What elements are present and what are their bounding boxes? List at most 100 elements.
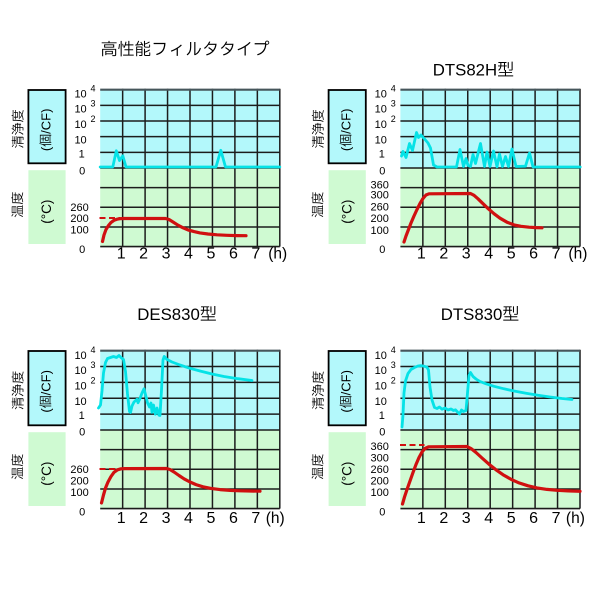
svg-text:5: 5 bbox=[507, 246, 516, 263]
svg-text:/CF): /CF) bbox=[38, 109, 53, 134]
svg-text:10: 10 bbox=[375, 89, 387, 101]
svg-text:100: 100 bbox=[371, 225, 389, 237]
svg-text:10: 10 bbox=[74, 135, 86, 147]
svg-text:10: 10 bbox=[74, 89, 86, 101]
svg-text:(: ( bbox=[38, 408, 53, 413]
svg-text:5: 5 bbox=[507, 510, 516, 527]
svg-text:2: 2 bbox=[139, 510, 148, 527]
svg-text:1: 1 bbox=[417, 246, 426, 263]
svg-text:0: 0 bbox=[79, 427, 85, 439]
svg-text:1: 1 bbox=[379, 149, 385, 161]
svg-text:3: 3 bbox=[462, 510, 471, 527]
svg-text:7: 7 bbox=[552, 246, 561, 263]
svg-text:1: 1 bbox=[79, 410, 85, 422]
svg-text:6: 6 bbox=[529, 246, 538, 263]
svg-text:100: 100 bbox=[371, 487, 389, 499]
svg-text:300: 300 bbox=[371, 453, 389, 465]
svg-text:0: 0 bbox=[79, 506, 85, 518]
svg-text:(°C): (°C) bbox=[339, 462, 354, 486]
svg-text:4: 4 bbox=[91, 345, 96, 355]
svg-text:360: 360 bbox=[371, 441, 389, 453]
svg-text:200: 200 bbox=[371, 213, 389, 225]
svg-text:260: 260 bbox=[70, 464, 88, 476]
svg-text:260: 260 bbox=[371, 464, 389, 476]
svg-text:6: 6 bbox=[529, 510, 538, 527]
svg-text:0: 0 bbox=[379, 427, 385, 439]
svg-text:3: 3 bbox=[391, 98, 396, 108]
svg-text:(: ( bbox=[339, 146, 354, 151]
svg-text:4: 4 bbox=[184, 510, 193, 527]
svg-text:7: 7 bbox=[251, 246, 260, 263]
svg-text:260: 260 bbox=[371, 201, 389, 213]
svg-text:(: ( bbox=[38, 146, 53, 151]
svg-text:10: 10 bbox=[74, 350, 86, 362]
svg-text:7: 7 bbox=[251, 510, 260, 527]
svg-text:(h): (h) bbox=[266, 510, 285, 527]
svg-text:7: 7 bbox=[552, 510, 561, 527]
svg-text:10: 10 bbox=[74, 381, 86, 393]
svg-text:(°C): (°C) bbox=[39, 200, 54, 224]
svg-text:360: 360 bbox=[371, 179, 389, 191]
svg-text:3: 3 bbox=[391, 360, 396, 370]
svg-text:2: 2 bbox=[91, 114, 96, 124]
svg-text:4: 4 bbox=[484, 510, 493, 527]
svg-text:6: 6 bbox=[229, 246, 238, 263]
svg-text:2: 2 bbox=[91, 375, 96, 385]
svg-text:3: 3 bbox=[91, 98, 96, 108]
svg-text:200: 200 bbox=[70, 475, 88, 487]
svg-text:200: 200 bbox=[70, 213, 88, 225]
svg-text:DES830: DES830 bbox=[137, 305, 200, 324]
svg-text:10: 10 bbox=[74, 119, 86, 131]
svg-text:(: ( bbox=[339, 408, 354, 413]
svg-text:2: 2 bbox=[391, 114, 396, 124]
svg-text:1: 1 bbox=[117, 246, 126, 263]
svg-text:4: 4 bbox=[391, 345, 396, 355]
svg-text:10: 10 bbox=[375, 135, 387, 147]
svg-text:10: 10 bbox=[375, 119, 387, 131]
svg-text:0: 0 bbox=[79, 244, 85, 256]
svg-text:1: 1 bbox=[117, 510, 126, 527]
svg-text:4: 4 bbox=[484, 246, 493, 263]
svg-text:3: 3 bbox=[91, 360, 96, 370]
svg-text:10: 10 bbox=[375, 350, 387, 362]
svg-text:1: 1 bbox=[379, 410, 385, 422]
svg-text:(°C): (°C) bbox=[39, 462, 54, 486]
svg-text:2: 2 bbox=[391, 375, 396, 385]
svg-text:10: 10 bbox=[74, 104, 86, 116]
svg-text:100: 100 bbox=[70, 487, 88, 499]
svg-text:(°C): (°C) bbox=[339, 200, 354, 224]
svg-text:3: 3 bbox=[462, 246, 471, 263]
svg-text:1: 1 bbox=[79, 149, 85, 161]
svg-text:/CF): /CF) bbox=[339, 370, 354, 395]
svg-text:2: 2 bbox=[439, 246, 448, 263]
svg-text:(h): (h) bbox=[268, 246, 287, 263]
svg-text:10: 10 bbox=[74, 396, 86, 408]
svg-text:10: 10 bbox=[375, 365, 387, 377]
svg-text:5: 5 bbox=[206, 510, 215, 527]
svg-text:0: 0 bbox=[379, 244, 385, 256]
svg-text:4: 4 bbox=[391, 83, 396, 93]
svg-text:1: 1 bbox=[417, 510, 426, 527]
svg-text:260: 260 bbox=[70, 202, 88, 214]
svg-text:4: 4 bbox=[91, 83, 96, 93]
svg-text:10: 10 bbox=[375, 396, 387, 408]
svg-text:4: 4 bbox=[184, 246, 193, 263]
svg-text:/CF): /CF) bbox=[38, 370, 53, 395]
svg-text:2: 2 bbox=[439, 510, 448, 527]
svg-text:200: 200 bbox=[371, 475, 389, 487]
svg-text:0: 0 bbox=[79, 165, 85, 177]
svg-text:6: 6 bbox=[229, 510, 238, 527]
svg-text:3: 3 bbox=[162, 246, 171, 263]
svg-text:(h): (h) bbox=[566, 510, 585, 527]
svg-text:/CF): /CF) bbox=[339, 109, 354, 134]
svg-text:(h): (h) bbox=[568, 246, 587, 263]
svg-text:DTS82H: DTS82H bbox=[433, 61, 497, 80]
svg-text:5: 5 bbox=[206, 246, 215, 263]
svg-text:DTS830: DTS830 bbox=[441, 305, 503, 324]
svg-text:0: 0 bbox=[379, 165, 385, 177]
svg-text:0: 0 bbox=[379, 506, 385, 518]
svg-text:300: 300 bbox=[371, 190, 389, 202]
svg-text:10: 10 bbox=[375, 381, 387, 393]
svg-text:100: 100 bbox=[70, 225, 88, 237]
svg-text:3: 3 bbox=[162, 510, 171, 527]
